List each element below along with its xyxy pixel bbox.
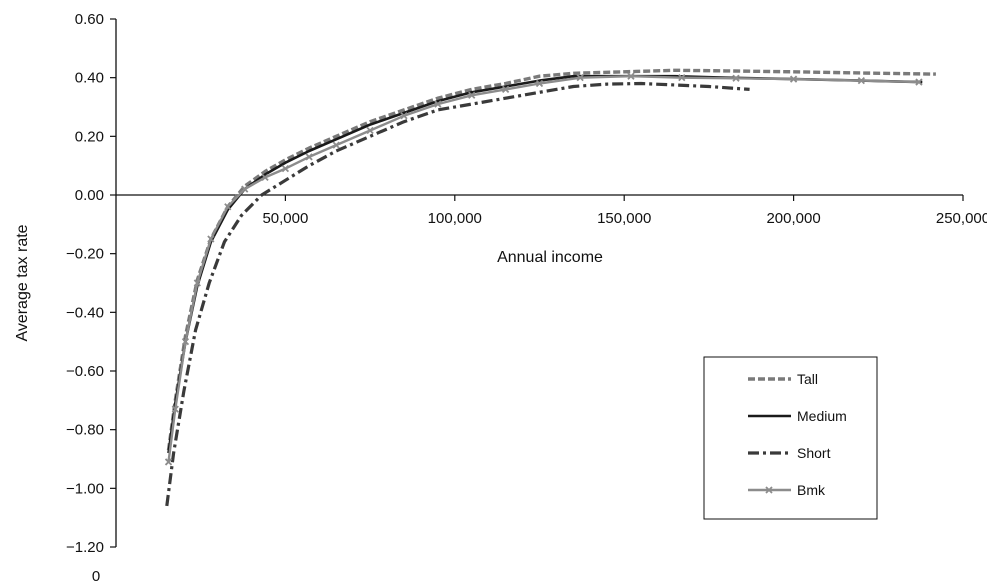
data-point	[366, 126, 374, 135]
series-bmk	[164, 72, 923, 466]
data-point	[434, 100, 442, 108]
data-point	[468, 91, 476, 99]
data-point	[535, 79, 544, 88]
data-point	[789, 75, 798, 83]
series-layer	[164, 68, 936, 507]
data-point	[678, 74, 686, 82]
data-point	[261, 173, 269, 182]
data-point	[241, 185, 249, 193]
legend-item-short: Short	[748, 445, 831, 461]
y-tick-label: −1.20	[66, 539, 104, 556]
y-tick-label: −1.00	[66, 480, 104, 497]
y-tick-label: −0.60	[66, 363, 104, 380]
x-origin-label: 0	[92, 568, 100, 585]
data-point	[576, 74, 584, 82]
series-line-bmk	[167, 75, 920, 463]
y-axis-label: Average tax rate	[14, 224, 31, 341]
legend-label: Tall	[797, 371, 818, 387]
data-point	[400, 112, 408, 120]
legend: Tall Medium Short Bmk	[703, 356, 878, 520]
y-tick-label: 0.40	[75, 70, 104, 87]
series-tall	[166, 68, 936, 451]
data-point	[915, 78, 923, 86]
data-point	[181, 338, 190, 346]
y-axis-ticks: 0.60 0.40 0.20 0.00 −0.20 −0.40 −0.60 −0.80 −1.0…	[66, 11, 116, 556]
legend-label: Medium	[797, 408, 847, 424]
legend-label: Short	[797, 445, 831, 461]
data-point	[732, 74, 740, 82]
series-line-short	[165, 81, 750, 507]
data-point	[207, 235, 215, 243]
y-tick-label: −0.80	[66, 422, 104, 439]
legend-box	[703, 356, 878, 520]
data-point	[857, 76, 865, 85]
x-axis-label: Annual income	[497, 249, 603, 266]
data-point	[164, 458, 173, 466]
series-short	[165, 81, 750, 507]
data-point	[501, 85, 510, 94]
data-point	[627, 72, 635, 80]
x-tick-label: 250,000	[936, 210, 987, 227]
y-tick-label: 0.20	[75, 128, 104, 145]
legend-item-bmk: Bmk	[748, 482, 826, 498]
x-tick-label: 150,000	[597, 210, 651, 227]
data-point	[193, 279, 201, 287]
x-tick-label: 200,000	[766, 210, 820, 227]
x-tick-label: 50,000	[262, 210, 308, 227]
legend-item-tall: Tall	[748, 371, 818, 387]
x-tick-label: 100,000	[428, 210, 482, 227]
data-point	[224, 203, 232, 211]
y-tick-label: 0.60	[75, 11, 104, 28]
data-point	[305, 153, 313, 161]
data-point	[332, 141, 340, 149]
data-point	[281, 164, 290, 173]
x-axis-ticks: 50,000 100,000 150,000 200,000 250,000	[262, 195, 987, 227]
axes	[115, 19, 963, 547]
y-tick-label: −0.40	[66, 304, 104, 321]
legend-marker	[765, 486, 773, 494]
y-tick-label: 0.00	[75, 187, 104, 204]
y-tick-label: −0.20	[66, 246, 104, 263]
legend-label: Bmk	[797, 482, 826, 498]
data-point	[171, 405, 179, 413]
series-line-tall	[166, 68, 936, 451]
legend-item-medium: Medium	[748, 408, 847, 424]
legend-items: Tall Medium Short Bmk	[748, 371, 847, 498]
